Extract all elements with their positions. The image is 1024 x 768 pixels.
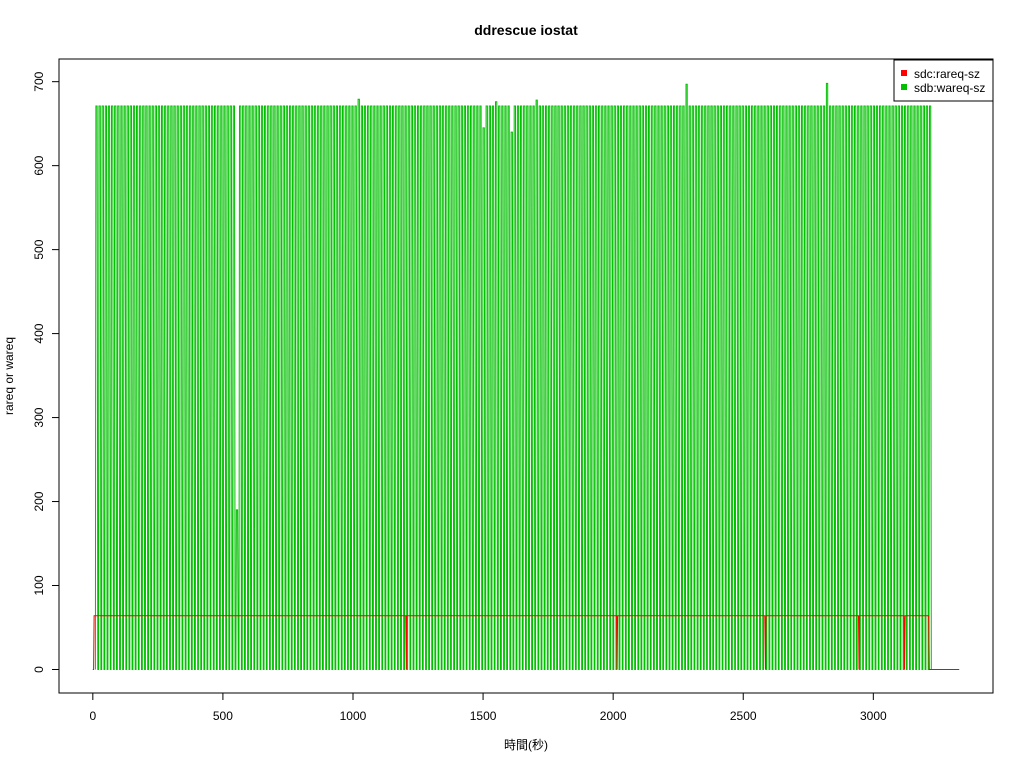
x-axis-label: 時間(秒)	[504, 738, 548, 752]
chart-title: ddrescue iostat	[474, 22, 578, 38]
y-axis: 0 100 200 300 400 500 600 700	[32, 71, 60, 673]
x-tick-label: 1500	[470, 709, 497, 723]
y-tick-label: 200	[32, 491, 46, 511]
x-tick-label: 3000	[860, 709, 887, 723]
x-tick-label: 2000	[600, 709, 627, 723]
y-tick-label: 300	[32, 407, 46, 427]
legend-label-sdc: sdc:rareq-sz	[914, 67, 980, 81]
y-tick-label: 700	[32, 71, 46, 91]
x-tick-label: 1000	[340, 709, 367, 723]
x-axis: 0 500 1000 1500 2000 2500 3000	[89, 692, 887, 723]
legend-box	[893, 59, 994, 102]
y-tick-label: 0	[32, 666, 46, 673]
y-tick-label: 100	[32, 575, 46, 595]
y-tick-label: 600	[32, 155, 46, 175]
legend-label-sdb: sdb:wareq-sz	[914, 81, 985, 95]
x-tick-label: 0	[89, 709, 96, 723]
series-line-sdb-wareq-sz	[94, 82, 933, 670]
legend-swatch-sdc	[901, 70, 907, 76]
y-tick-label: 400	[32, 323, 46, 343]
plot-area	[92, 82, 960, 670]
series-line-sdc-rareq-sz	[92, 615, 960, 670]
y-tick-label: 500	[32, 239, 46, 259]
legend: sdc:rareq-sz sdb:wareq-sz	[893, 59, 994, 102]
x-tick-label: 500	[213, 709, 233, 723]
legend-swatch-sdb	[901, 84, 907, 90]
x-tick-label: 2500	[730, 709, 757, 723]
y-axis-label: rareq or wareq	[2, 337, 16, 415]
